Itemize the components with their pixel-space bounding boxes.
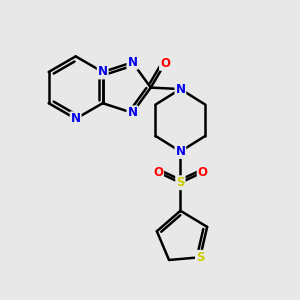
Text: N: N xyxy=(176,82,185,96)
Text: O: O xyxy=(153,166,163,179)
Text: O: O xyxy=(198,166,208,179)
Text: N: N xyxy=(176,145,185,158)
Text: S: S xyxy=(196,251,204,264)
Text: N: N xyxy=(128,106,137,119)
Text: O: O xyxy=(160,57,170,70)
Text: N: N xyxy=(98,65,108,79)
Text: S: S xyxy=(176,176,184,189)
Text: N: N xyxy=(71,112,81,125)
Text: N: N xyxy=(128,56,137,69)
